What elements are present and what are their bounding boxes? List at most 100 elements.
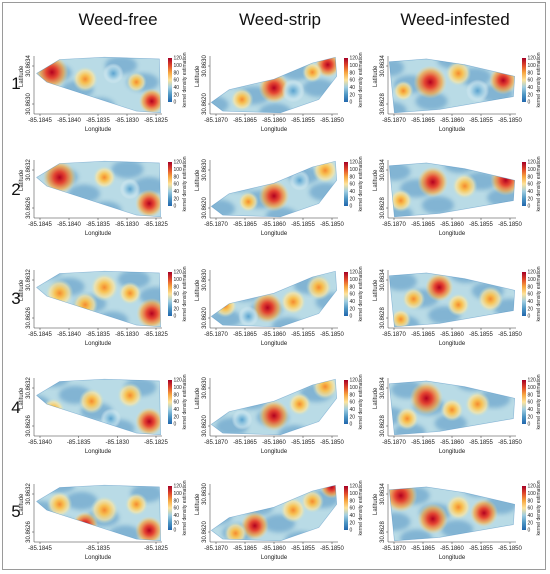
colorbar-tick-label: 100 xyxy=(528,491,537,497)
x-tick-label: -85.1855 xyxy=(291,332,315,338)
colorbar-tick-label: 0 xyxy=(350,204,353,210)
x-tick-label: -85.1850 xyxy=(498,118,522,124)
column-title-weed-infested: Weed-infested xyxy=(400,10,510,29)
colorbar-tick-label: 40 xyxy=(174,85,180,91)
density-hotspot xyxy=(417,166,449,198)
colorbar-tick-label: 0 xyxy=(350,528,353,534)
y-tick-label: 30.8630 xyxy=(202,377,208,399)
colorbar-tick-label: 100 xyxy=(350,277,359,283)
colorbar-tick-label: 80 xyxy=(174,174,180,180)
colorbar-label: kernel density estimation xyxy=(536,374,542,429)
x-axis-label: Longitude xyxy=(85,341,112,347)
x-tick-label: -85.1860 xyxy=(262,222,286,228)
x-tick-label: -85.1835 xyxy=(86,118,110,124)
density-hotspot xyxy=(281,79,305,103)
x-tick-label: -85.1830 xyxy=(115,118,139,124)
y-axis-label: Latitude xyxy=(373,65,379,87)
x-tick-label: -85.1865 xyxy=(411,440,435,446)
x-axis-label: Longitude xyxy=(85,231,112,237)
colorbar-tick-label: 120 xyxy=(350,56,359,62)
colorbar-tick-label: 80 xyxy=(528,392,534,398)
y-axis-label: Latitude xyxy=(19,387,25,409)
colorbar-tick-label: 120 xyxy=(350,484,359,490)
density-hotspot xyxy=(238,306,259,327)
density-hotspot xyxy=(417,503,449,535)
column-title-weed-free: Weed-free xyxy=(78,10,158,29)
x-tick-label: -85.1855 xyxy=(291,118,315,124)
colorbar-tick-label: 120 xyxy=(528,56,537,62)
density-hotspot xyxy=(92,165,116,189)
x-axis-label: Longitude xyxy=(261,555,288,561)
colorbar-tick-label: 20 xyxy=(350,306,356,312)
colorbar-tick-label: 40 xyxy=(528,513,534,519)
density-hotspot xyxy=(126,71,147,93)
colorbar-tick-label: 100 xyxy=(174,385,183,391)
density-hotspot xyxy=(118,281,142,305)
row-number-1: 1 xyxy=(11,74,21,93)
panel-r1-weed-free: -85.1845 -85.1840 -85.1835 -85.1830 -85.1825… xyxy=(19,52,188,133)
panel-r4-weed-free: -85.1840 -85.1835 -85.1830 -85.1825 Longitud… xyxy=(19,374,188,455)
y-tick-label: 30.8620 xyxy=(202,197,208,219)
colorbar-tick-label: 60 xyxy=(174,182,180,188)
x-axis-label: Longitude xyxy=(85,127,112,133)
y-axis-label: Latitude xyxy=(373,493,379,515)
density-hotspot xyxy=(389,486,418,513)
y-tick-label: 30.8634 xyxy=(26,55,32,77)
y-axis-label: Latitude xyxy=(373,387,379,409)
density-hotspot xyxy=(46,491,73,518)
density-hotspot xyxy=(135,516,161,541)
density-hotspot xyxy=(78,388,105,415)
colorbar-tick-label: 80 xyxy=(174,498,180,504)
density-hotspot xyxy=(119,178,141,200)
x-tick-label: -85.1855 xyxy=(469,332,493,338)
y-tick-label: 30.8630 xyxy=(202,483,208,505)
colorbar-tick-label: 0 xyxy=(528,314,531,320)
density-hotspot xyxy=(413,65,447,99)
density-hotspot xyxy=(240,511,269,540)
y-tick-label: 30.8632 xyxy=(26,159,32,181)
x-tick-label: -85.1850 xyxy=(320,332,344,338)
colorbar-tick-label: 60 xyxy=(174,506,180,512)
colorbar-tick-label: 100 xyxy=(528,167,537,173)
x-tick-label: -85.1860 xyxy=(440,332,464,338)
y-axis-label: Latitude xyxy=(195,387,201,409)
x-tick-label: -85.1870 xyxy=(204,332,228,338)
x-tick-label: -85.1850 xyxy=(498,222,522,228)
x-tick-label: -85.1855 xyxy=(469,118,493,124)
x-tick-label: -85.1850 xyxy=(320,118,344,124)
colorbar-tick-label: 100 xyxy=(174,277,183,283)
colorbar-label: kernel density estimation xyxy=(182,266,188,321)
x-tick-label: -85.1865 xyxy=(233,332,257,338)
y-axis-label: Latitude xyxy=(19,279,25,301)
x-tick-label: -85.1865 xyxy=(411,546,435,552)
colorbar-tick-label: 40 xyxy=(528,85,534,91)
density-hotspot xyxy=(213,294,237,318)
colorbar-tick-label: 80 xyxy=(174,284,180,290)
colorbar-tick-label: 0 xyxy=(174,422,177,428)
y-tick-label: 30.8630 xyxy=(202,55,208,77)
density-hotspot xyxy=(409,381,444,415)
density-hotspot xyxy=(252,292,283,324)
y-tick-label: 30.8620 xyxy=(202,93,208,115)
colorbar-tick-label: 0 xyxy=(528,528,531,534)
density-hotspot xyxy=(320,485,337,499)
y-tick-label: 30.8628 xyxy=(380,307,386,329)
y-tick-label: 30.8632 xyxy=(26,483,32,505)
density-hotspot xyxy=(393,80,414,102)
colorbar-tick-label: 100 xyxy=(174,167,183,173)
density-hotspot xyxy=(425,273,454,302)
x-tick-label: -85.1860 xyxy=(262,332,286,338)
x-tick-label: -85.1860 xyxy=(262,440,286,446)
density-field xyxy=(389,272,515,327)
colorbar-tick-label: 80 xyxy=(528,174,534,180)
y-axis-label: Latitude xyxy=(19,65,25,87)
y-tick-label: 30.8634 xyxy=(380,377,386,399)
density-hotspot xyxy=(230,87,254,112)
x-tick-label: -85.1845 xyxy=(28,332,52,338)
colorbar-tick-label: 40 xyxy=(350,299,356,305)
